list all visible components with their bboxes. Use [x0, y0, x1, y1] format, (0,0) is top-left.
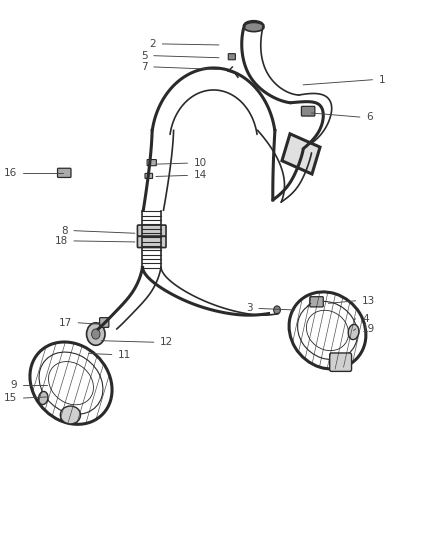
Ellipse shape: [60, 406, 81, 424]
Text: 12: 12: [160, 337, 173, 347]
Text: 18: 18: [54, 236, 67, 246]
FancyBboxPatch shape: [99, 318, 109, 327]
FancyBboxPatch shape: [228, 54, 235, 60]
Text: 19: 19: [362, 324, 375, 334]
Text: 6: 6: [366, 112, 373, 122]
Text: 7: 7: [141, 62, 148, 72]
FancyBboxPatch shape: [301, 107, 315, 116]
Circle shape: [274, 306, 280, 314]
FancyBboxPatch shape: [147, 159, 156, 166]
Text: 13: 13: [362, 296, 375, 306]
Ellipse shape: [39, 391, 48, 405]
Circle shape: [87, 323, 105, 345]
Text: 8: 8: [61, 225, 67, 236]
FancyBboxPatch shape: [138, 236, 166, 247]
Text: 11: 11: [118, 350, 131, 360]
Circle shape: [92, 329, 100, 339]
FancyBboxPatch shape: [145, 173, 152, 179]
Text: 10: 10: [194, 158, 207, 168]
Text: 1: 1: [379, 75, 385, 85]
Ellipse shape: [348, 325, 359, 340]
Text: 4: 4: [362, 314, 369, 324]
Text: 14: 14: [194, 171, 207, 181]
Polygon shape: [282, 134, 320, 174]
Ellipse shape: [244, 22, 264, 31]
Text: 15: 15: [4, 393, 17, 403]
FancyBboxPatch shape: [57, 168, 71, 177]
FancyBboxPatch shape: [330, 353, 352, 372]
Text: 17: 17: [59, 318, 72, 328]
Text: 3: 3: [246, 303, 253, 313]
Text: 16: 16: [4, 168, 17, 179]
FancyBboxPatch shape: [138, 225, 166, 236]
FancyBboxPatch shape: [310, 297, 323, 307]
Text: 2: 2: [149, 39, 156, 49]
Text: 9: 9: [11, 380, 17, 390]
Text: 5: 5: [141, 51, 148, 61]
